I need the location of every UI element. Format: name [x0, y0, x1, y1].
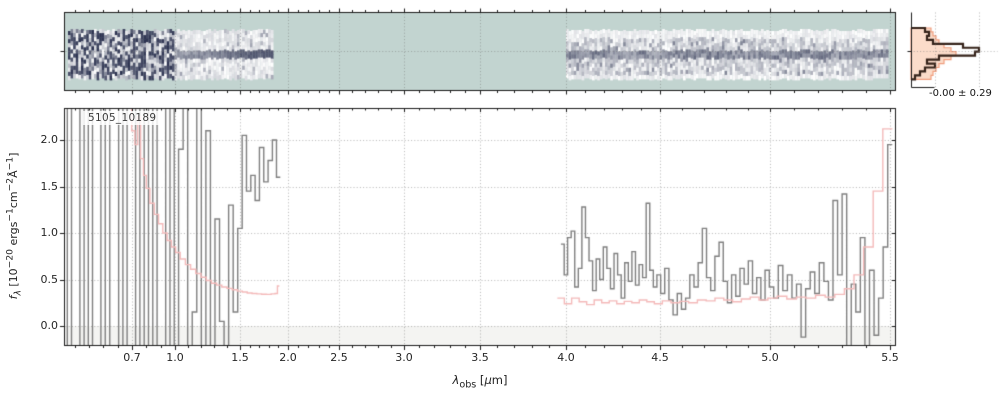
y-axis-label: fλ [10−20 ergs−1cm−2Å−1]: [4, 152, 24, 300]
residual-histogram-panel: [911, 12, 997, 87]
object-id-label: 5105_10189: [83, 111, 162, 125]
residual-stat-label: -0.00 ± 0.29: [929, 88, 992, 99]
x-tick-label: 4.5: [651, 351, 669, 364]
y-tick-label: 0.5: [40, 272, 59, 286]
x-tick-label: 1.0: [166, 351, 184, 364]
y-tick-label: 1.5: [40, 179, 59, 193]
x-tick-label: 4.0: [557, 351, 575, 364]
spectrum-panel: [64, 108, 895, 345]
x-tick-label: 5.0: [761, 351, 779, 364]
y-tick-label: 0.0: [40, 319, 59, 332]
x-tick-label: 2.5: [330, 351, 348, 364]
x-tick-label: 2.0: [279, 351, 297, 364]
x-axis-label: λobs [μm]: [452, 373, 508, 391]
x-tick-label: 5.5: [881, 351, 899, 364]
spec2d-panel: [64, 12, 895, 90]
y-tick-label: 2.0: [40, 133, 59, 146]
x-tick-label: 3.5: [471, 351, 489, 364]
y-tick-label: 1.0: [40, 226, 59, 239]
x-tick-label: 0.7: [123, 351, 141, 364]
x-tick-label: 1.5: [231, 351, 249, 364]
x-tick-label: 3.0: [395, 351, 413, 364]
